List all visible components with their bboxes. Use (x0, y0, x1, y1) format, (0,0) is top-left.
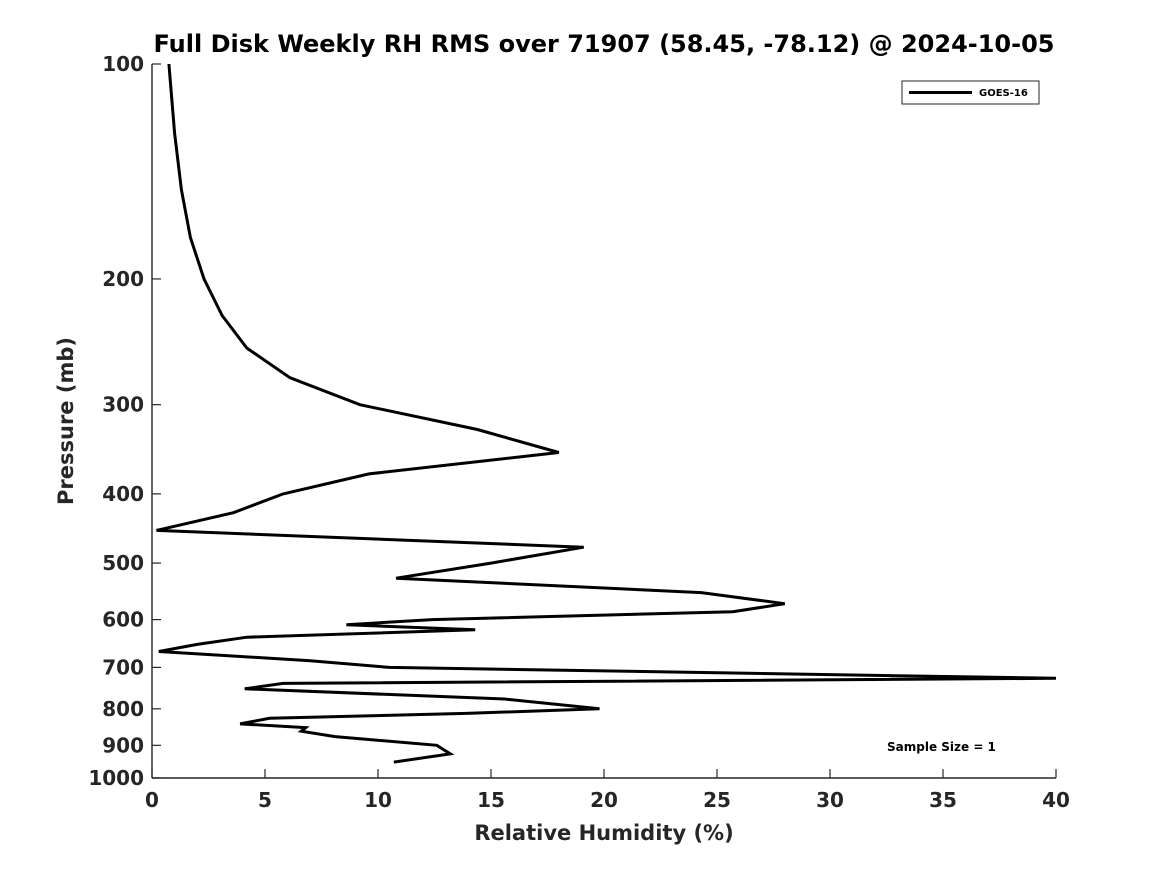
x-tick-label: 0 (145, 788, 159, 812)
x-tick-label: 30 (816, 788, 844, 812)
y-tick-label: 800 (102, 697, 144, 721)
series-line-goes-16 (156, 63, 1057, 764)
sample-size-annotation: Sample Size = 1 (887, 740, 996, 754)
x-tick-label: 20 (590, 788, 618, 812)
chart-title: Full Disk Weekly RH RMS over 71907 (58.4… (153, 30, 1054, 58)
y-axis-ticks: 100 200 300 400 500 600 700 800 900 1000 (88, 52, 161, 790)
x-tick-label: 10 (364, 788, 392, 812)
y-tick-label: 400 (102, 482, 144, 506)
y-tick-label: 600 (102, 608, 144, 632)
y-tick-label: 300 (102, 393, 144, 417)
x-axis-label: Relative Humidity (%) (474, 821, 733, 845)
y-tick-label: 900 (102, 733, 144, 757)
x-tick-label: 5 (258, 788, 272, 812)
legend-label-goes-16: GOES-16 (979, 88, 1028, 99)
x-tick-label: 25 (703, 788, 731, 812)
y-tick-label: 1000 (88, 766, 144, 790)
y-tick-label: 100 (102, 52, 144, 76)
y-tick-label: 500 (102, 551, 144, 575)
series-layer (156, 63, 1057, 764)
y-axis-label: Pressure (mb) (54, 337, 78, 505)
y-tick-label: 200 (102, 267, 144, 291)
x-tick-label: 40 (1042, 788, 1070, 812)
x-axis-ticks: 0 5 10 15 20 25 30 35 40 (145, 769, 1070, 812)
legend: GOES-16 (901, 80, 1040, 105)
x-tick-label: 15 (477, 788, 505, 812)
x-tick-label: 35 (929, 788, 957, 812)
y-tick-label: 700 (102, 655, 144, 679)
